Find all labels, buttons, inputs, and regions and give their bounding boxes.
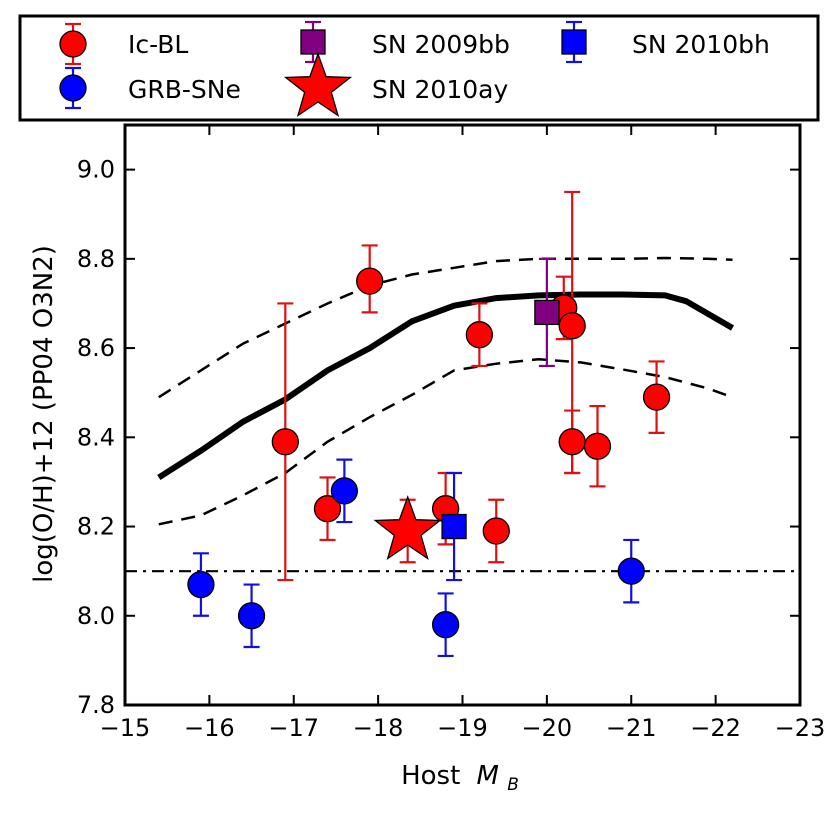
x-tick-label: −23: [775, 714, 826, 742]
x-tick-label: −22: [690, 714, 741, 742]
point-grb-0: [187, 570, 215, 599]
y-tick-label: 9.0: [77, 156, 115, 184]
point-grb-3: [431, 611, 460, 639]
x-tick-label: −16: [184, 714, 235, 742]
x-tick-label: −20: [522, 714, 573, 742]
point-sn2009bb-0: [534, 299, 560, 326]
y-tick-label: 8.2: [77, 513, 115, 541]
legend-label-sn2010ay: SN 2010ay: [372, 75, 508, 104]
legend-marker-grb: [59, 66, 87, 110]
legend-symbol: [59, 74, 87, 102]
point-icbl-1: [313, 495, 342, 523]
y-tick-label: 8.8: [77, 245, 115, 273]
point-icbl-7: [558, 312, 586, 340]
legend-label-sn2010bh: SN 2010bh: [632, 30, 770, 59]
x-tick-label: −15: [100, 714, 151, 742]
plot-errorbars: [192, 190, 665, 658]
x-axis-label-sub: B: [507, 775, 519, 795]
legend-frame: [18, 14, 820, 122]
x-tick-label: −18: [353, 714, 404, 742]
legend: Ic-BL SN 2009bb SN 2010bh GRB-SNe SN 201…: [18, 14, 820, 122]
point-icbl-0: [271, 428, 299, 456]
y-ticks: 7.8 8.0 8.2 8.4 8.6 8.8 9.0: [77, 156, 800, 719]
point-icbl-9: [583, 432, 612, 460]
point-icbl-8: [558, 428, 586, 456]
y-tick-label: 8.6: [77, 334, 115, 362]
legend-marker-icbl: [59, 22, 87, 66]
plot-markers: [187, 267, 671, 639]
legend-symbol: [59, 30, 87, 58]
x-axis-label: Host M B: [401, 761, 519, 795]
point-sn2010bh-0: [441, 513, 467, 540]
point-icbl-2: [356, 267, 384, 295]
line-mass-metallicity-relation: [157, 291, 735, 481]
x-tick-label: −19: [437, 714, 488, 742]
x-ticks: −15 −16 −17 −18 −19 −20 −21 −22 −23: [100, 125, 826, 742]
legend-symbol: [561, 29, 587, 55]
y-tick-label: 8.0: [77, 602, 115, 630]
plot-lines: [125, 256, 800, 573]
legend-label-grb: GRB-SNe: [128, 75, 241, 104]
y-axis-label: log(O/H)+12 (PP04 O3N2): [29, 245, 59, 583]
legend-marker-sn2010ay: [283, 52, 353, 118]
point-grb-2: [330, 477, 359, 505]
legend-symbol: [283, 52, 353, 118]
plot-area-frame: [123, 123, 802, 707]
point-icbl-4: [465, 321, 494, 349]
legend-symbol: [300, 29, 326, 55]
y-tick-label: 8.4: [77, 423, 115, 451]
legend-label-icbl: Ic-BL: [128, 30, 188, 59]
x-axis-label-text: Host: [401, 761, 460, 791]
legend-marker-sn2010bh: [561, 20, 587, 64]
point-icbl-10: [642, 383, 671, 411]
legend-label-sn2009bb: SN 2009bb: [372, 30, 510, 59]
x-tick-label: −21: [606, 714, 657, 742]
point-grb-4: [617, 557, 645, 585]
x-axis-label-math: M: [477, 761, 499, 791]
line-lower-scatter: [158, 357, 733, 526]
line-upper-scatter: [158, 256, 733, 399]
point-sn2010ay-0: [373, 495, 442, 561]
y-tick-label: 7.8: [77, 691, 115, 719]
x-tick-label: −17: [268, 714, 319, 742]
point-icbl-5: [482, 517, 510, 545]
legend-marker-sn2009bb: [300, 20, 326, 64]
point-grb-1: [237, 602, 266, 630]
